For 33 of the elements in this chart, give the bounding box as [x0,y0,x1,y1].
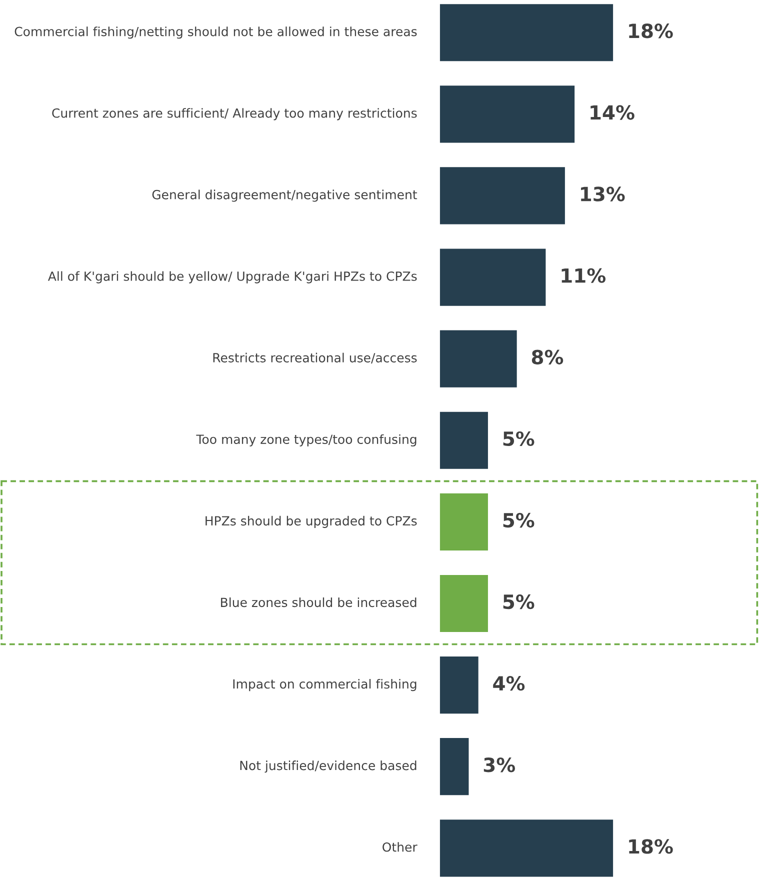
bar [440,820,614,877]
bar [440,248,546,306]
bar [440,493,488,550]
data-label: 14% [590,105,634,120]
y-tick-label: Current zones are sufficient/ Already too many restrictions [52,108,417,120]
data-label: 8% [532,350,564,364]
y-tick-label: Commercial fishing/netting should not be allowed in these areas [14,26,417,39]
data-label: 5% [503,594,534,610]
bar [440,4,614,62]
bar [440,330,517,388]
y-tick-label: Other [382,842,418,852]
bar [440,167,565,224]
data-label: 18% [629,839,673,854]
y-tick-label: Impact on commercial fishing [233,678,416,692]
y-tick-label: General disagreement/negative sentiment [152,190,418,202]
bar [440,656,478,714]
data-label: 4% [493,676,525,691]
data-label: 18% [629,24,673,38]
y-tick-label: Restricts recreational use/access [213,352,417,364]
y-tick-label: HPZs should be upgraded to CPZs [206,516,417,528]
bar [440,738,469,796]
y-tick-label: Blue zones should be increased [221,597,416,608]
data-label: 5% [503,431,534,446]
bar [440,86,575,143]
data-label: 11% [562,268,606,283]
y-tick-label: Too many zone types/too confusing [196,434,416,446]
data-label: 5% [503,512,534,528]
y-tick-label: Not justified/evidence based [240,760,416,773]
data-label: 3% [484,758,516,772]
bar [440,412,488,469]
y-tick-label: All of K'gari should be yellow/ Upgrade K'gari HPZs to CPZs [48,271,417,284]
data-label: 13% [581,186,625,202]
bar [440,574,488,632]
